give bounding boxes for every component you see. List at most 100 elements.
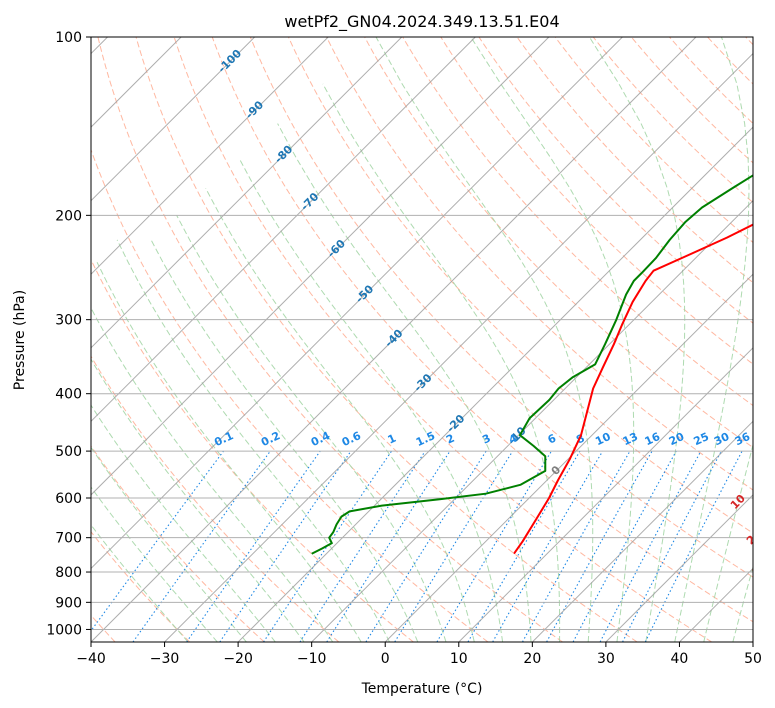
dry-adiabat-line xyxy=(97,37,563,642)
moist-adiabat-label: 30 xyxy=(750,558,770,578)
mixing-ratio-line xyxy=(572,450,677,642)
isotherm-line xyxy=(605,494,753,642)
isotherm-line xyxy=(91,37,403,349)
x-tick-label: 0 xyxy=(381,651,390,667)
series-lines xyxy=(311,174,753,555)
x-axis-title: Temperature (°C) xyxy=(361,681,483,697)
y-tick-label: 800 xyxy=(55,565,82,581)
dry-adiabat-line xyxy=(91,355,340,642)
moist-adiabat-line xyxy=(375,37,594,642)
mixing-ratio-label: 10 xyxy=(593,430,613,448)
y-tick-label: 700 xyxy=(55,531,82,547)
y-tick-label: 400 xyxy=(55,387,82,403)
y-axis: 1000 900 800 700 600 500 400 300 200 100 xyxy=(46,30,91,638)
isotherm-line xyxy=(91,37,256,202)
moist-adiabat-line xyxy=(150,239,419,642)
isotherm-line xyxy=(91,37,623,570)
mixing-ratio-label: 30 xyxy=(712,430,732,448)
mixing-ratio-line xyxy=(467,450,581,642)
chart-title: wetPf2_GN04.2024.349.13.51.E04 xyxy=(284,12,559,32)
dry-adiabat-line xyxy=(91,148,489,642)
dry-adiabat-line xyxy=(211,37,753,623)
dry-adiabat-line xyxy=(326,37,753,491)
x-tick-label: 30 xyxy=(597,651,615,667)
moist-adiabat-line xyxy=(732,565,753,642)
isotherm-line xyxy=(164,52,753,642)
y-tick-label: 300 xyxy=(55,313,82,329)
mixing-ratio-label: 13 xyxy=(621,430,640,448)
x-tick-label: 50 xyxy=(744,651,762,667)
moist-adiabat-line xyxy=(674,37,750,642)
moist-adiabat-line xyxy=(91,524,189,642)
x-tick-label: 20 xyxy=(523,651,541,667)
x-tick-label: 40 xyxy=(671,651,689,667)
mixing-ratio-line xyxy=(521,450,631,642)
mixing-ratio-label: 36 xyxy=(733,430,753,448)
moist-adiabat-line xyxy=(91,486,218,642)
moist-adiabat-line xyxy=(91,446,247,642)
mixing-ratio-line xyxy=(394,450,514,642)
plot-content: -100-90-80-70-60-50-40-30-20-1000.1 0.2 0.… xyxy=(91,37,770,642)
mixing-ratio-line xyxy=(91,450,224,632)
mixing-ratio-label: 25 xyxy=(692,430,711,448)
y-tick-label: 600 xyxy=(55,491,82,507)
isotherm-line xyxy=(458,347,753,642)
y-tick-label: 200 xyxy=(55,208,82,224)
dry-adiabat-line xyxy=(440,37,753,365)
mixing-ratio-label: 20 xyxy=(667,430,687,448)
x-tick-label: −20 xyxy=(223,651,253,667)
mixing-ratio-line xyxy=(186,450,321,642)
dry-adiabat-line xyxy=(554,37,753,244)
isotherm-line xyxy=(311,199,753,642)
isotherm-line xyxy=(91,37,697,642)
plot-frame xyxy=(90,36,754,643)
dry-adiabat-line xyxy=(592,37,753,204)
dry-adiabat-line xyxy=(516,37,753,284)
y-tick-label: 500 xyxy=(55,444,82,460)
dry-adiabat-line xyxy=(287,37,753,534)
moist-adiabat-line xyxy=(176,215,447,642)
dry-adiabat-line xyxy=(402,37,753,407)
moist-adiabat-line xyxy=(703,442,753,642)
mixing-ratio-line xyxy=(326,450,451,642)
moist-adiabat-line xyxy=(238,157,504,642)
y-tick-label: 100 xyxy=(55,30,82,46)
dry-adiabat-line xyxy=(249,37,753,578)
isotherm-line xyxy=(384,273,753,642)
moist-adiabat-line xyxy=(470,37,635,642)
moist-adiabat-line xyxy=(205,188,475,642)
y-axis-title: Pressure (hPa) xyxy=(12,290,28,390)
isotherm-line xyxy=(91,37,329,275)
x-axis: −40 −30 −20 −10 0 10 20 30 40 50 xyxy=(76,642,762,667)
x-tick-label: 10 xyxy=(450,651,468,667)
x-tick-label: −40 xyxy=(76,651,106,667)
mixing-ratio-line xyxy=(219,450,352,642)
isotherm-line xyxy=(91,37,476,423)
pressure-gridlines xyxy=(91,37,753,630)
mixing-ratio-line xyxy=(492,450,604,642)
mixing-ratio-line xyxy=(132,450,271,642)
dry-adiabat-line xyxy=(630,37,753,164)
moist-adiabat-line xyxy=(116,239,390,642)
dry-adiabat-line xyxy=(135,37,638,642)
y-tick-label: 1000 xyxy=(46,622,82,638)
dry-adiabats xyxy=(91,37,753,642)
moist-adiabat-line xyxy=(588,37,686,642)
isotherm-line xyxy=(531,420,753,642)
moist-adiabat-line xyxy=(91,358,305,642)
dry-adiabat-line xyxy=(478,37,753,324)
mixing-ratio-line xyxy=(365,450,487,642)
temperature-profile-line xyxy=(513,223,753,555)
x-tick-label: −30 xyxy=(150,651,180,667)
y-tick-label: 900 xyxy=(55,595,82,611)
moist-adiabat-line xyxy=(91,404,276,642)
mixing-ratio-lines xyxy=(91,450,743,642)
moist-adiabat-line xyxy=(91,306,334,642)
isotherms xyxy=(91,37,753,642)
mixing-ratio-line xyxy=(436,450,552,642)
moist-adiabat-label: 20 xyxy=(744,527,764,547)
isotherm-line xyxy=(91,37,550,496)
moist-adiabats xyxy=(91,37,753,642)
isotherm-line xyxy=(237,126,753,642)
